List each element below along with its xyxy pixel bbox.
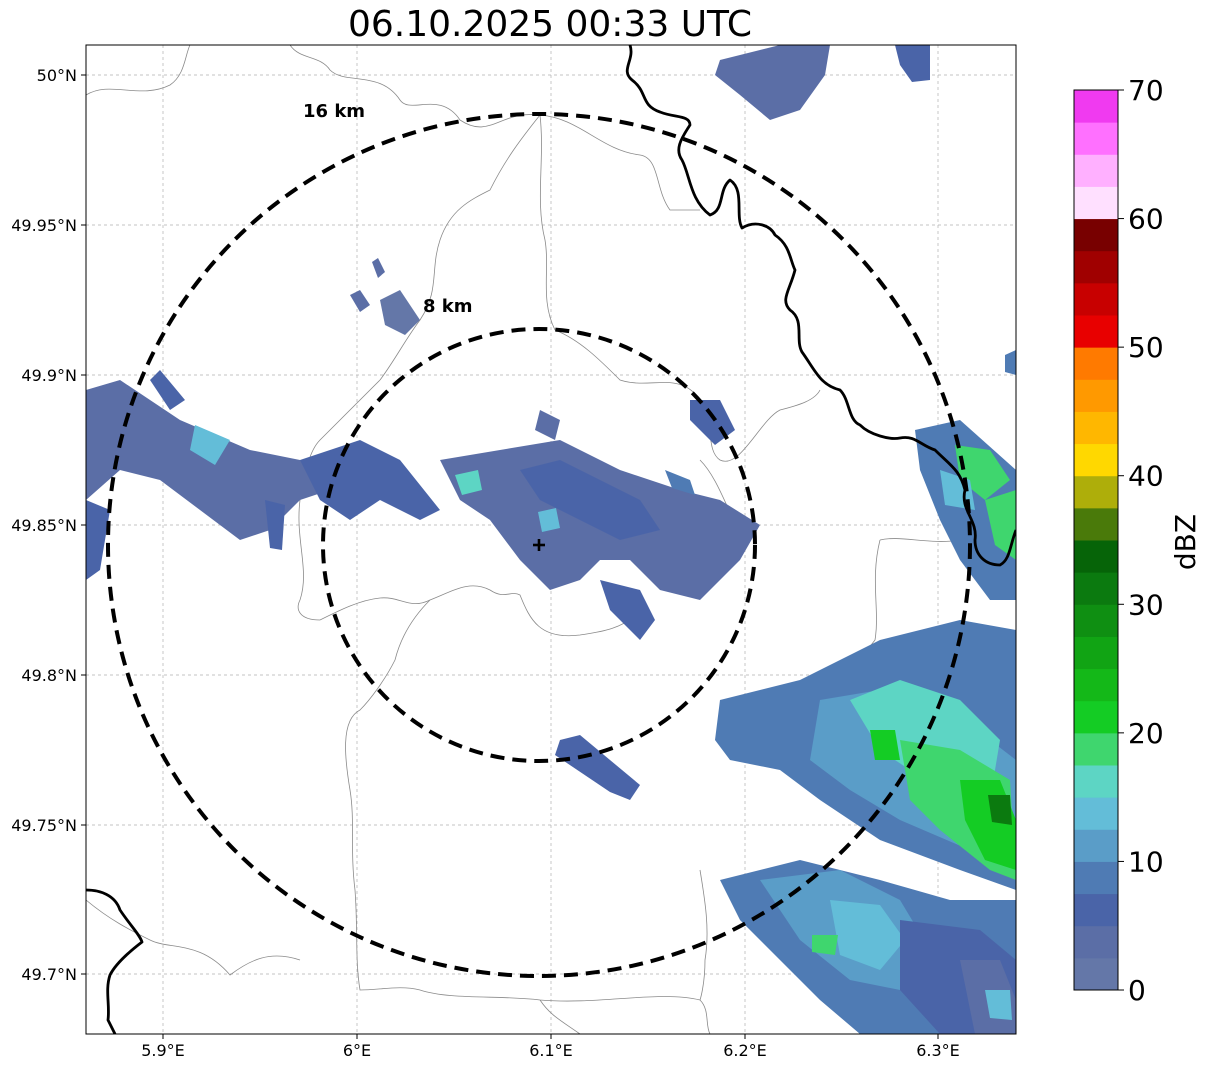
radar-echoes (86, 45, 1016, 1034)
colorbar-ticks: 0 10 20 30 40 50 60 70 (1118, 74, 1164, 1007)
colorbar-band (1074, 250, 1118, 284)
colorbar-tick-label: 30 (1128, 588, 1164, 621)
colorbar-band (1074, 636, 1118, 670)
colorbar-band (1074, 668, 1118, 702)
y-tick-label: 49.85°N (11, 516, 77, 535)
colorbar-band (1074, 443, 1118, 477)
colorbar-frame (1073, 89, 1119, 991)
colorbar-band (1074, 379, 1118, 412)
x-tick-label: 6.1°E (529, 1041, 573, 1060)
colorbar-tick-label: 20 (1128, 717, 1164, 750)
colorbar-bands (1074, 90, 1118, 991)
colorbar-band (1074, 572, 1118, 605)
colorbar-band (1074, 540, 1118, 573)
colorbar-band (1074, 797, 1118, 830)
y-tick-label: 49.95°N (11, 216, 77, 235)
colorbar-band (1074, 925, 1118, 959)
colorbar-band (1074, 861, 1118, 895)
x-tick-label: 6.2°E (723, 1041, 767, 1060)
colorbar-tick-label: 70 (1128, 74, 1164, 107)
y-tick-label: 50°N (37, 66, 77, 85)
colorbar-band (1074, 732, 1118, 766)
colorbar-band (1074, 829, 1118, 862)
ring-label-8km: 8 km (423, 296, 473, 317)
x-tick-label: 6°E (343, 1041, 371, 1060)
colorbar-band (1074, 957, 1118, 991)
map-title: 06.10.2025 00:33 UTC (347, 4, 753, 45)
colorbar-band (1074, 90, 1118, 123)
echo-cluster-east (915, 350, 1016, 600)
colorbar-tick-label: 50 (1128, 331, 1164, 364)
y-tick-label: 49.8°N (21, 666, 77, 685)
colorbar-band (1074, 347, 1118, 380)
colorbar-tick-label: 10 (1128, 845, 1164, 878)
colorbar-band (1074, 475, 1118, 509)
echo-cluster-center (440, 400, 760, 640)
colorbar-tick-label: 0 (1128, 974, 1146, 1007)
colorbar-band (1074, 411, 1118, 445)
colorbar-label: dBZ (1169, 514, 1202, 570)
colorbar-band (1074, 218, 1118, 252)
colorbar-band (1074, 122, 1118, 155)
national-borders (86, 45, 1016, 1034)
range-ring-8km (321, 327, 757, 763)
echo-streak-south (555, 735, 640, 800)
colorbar-band (1074, 700, 1118, 734)
colorbar-band (1074, 282, 1118, 316)
range-ring-16km (106, 112, 972, 978)
range-rings (106, 112, 972, 978)
y-axis: 50°N 49.95°N 49.9°N 49.85°N 49.8°N 49.75… (11, 66, 86, 984)
colorbar-band (1074, 893, 1118, 927)
echo-cluster-northeast (715, 45, 930, 120)
colorbar-band (1074, 186, 1118, 220)
x-tick-label: 6.3°E (916, 1041, 960, 1060)
map-content: 16 km 8 km (86, 45, 1016, 1034)
colorbar-band (1074, 507, 1118, 541)
municipal-boundaries (86, 45, 1011, 1034)
colorbar-tick-label: 40 (1128, 460, 1164, 493)
echo-cluster-southeast (715, 620, 1016, 1034)
colorbar-tick-label: 60 (1128, 203, 1164, 236)
colorbar-band (1074, 315, 1118, 348)
colorbar-band (1074, 604, 1118, 637)
colorbar: 0 10 20 30 40 50 60 70 dBZ (1073, 74, 1202, 1007)
colorbar-band (1074, 765, 1118, 798)
echo-cluster-west (86, 258, 440, 580)
y-tick-label: 49.75°N (11, 816, 77, 835)
y-tick-label: 49.9°N (21, 366, 77, 385)
x-axis: 5.9°E 6°E 6.1°E 6.2°E 6.3°E (141, 1034, 960, 1060)
colorbar-band (1074, 154, 1118, 187)
plus-icon (533, 539, 545, 551)
x-tick-label: 5.9°E (141, 1041, 185, 1060)
y-tick-label: 49.7°N (21, 965, 77, 984)
ring-label-16km: 16 km (303, 101, 365, 122)
